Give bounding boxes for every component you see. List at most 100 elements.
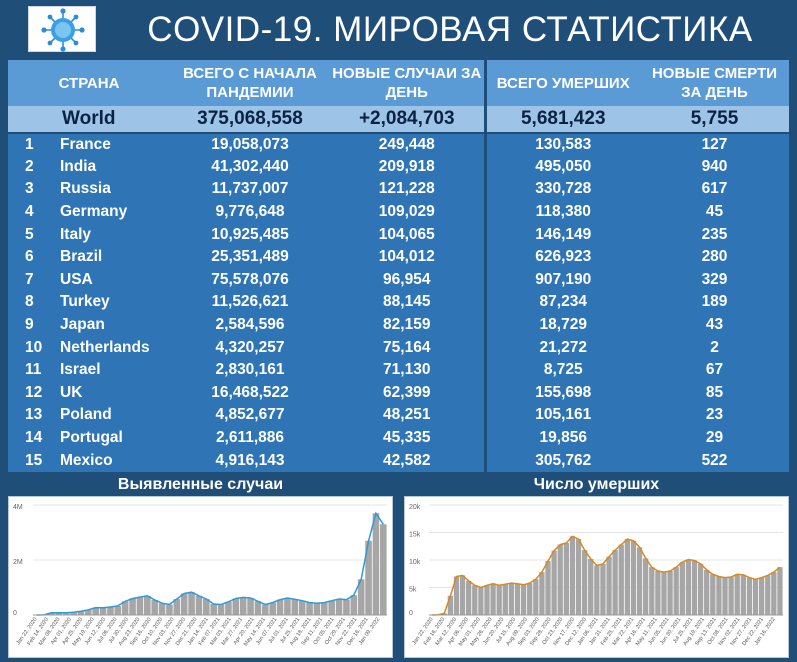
deaths-chart-bar [697,563,704,615]
cell-rank: 15 [25,451,43,469]
deaths-chart-bar [691,560,698,615]
cases-chart-bar [298,600,306,615]
deaths-chart-y-tick-label: 10k [409,559,421,566]
cell-country: Brazil [60,248,103,266]
cell-country: Russia [60,180,111,198]
cell-rank: 2 [25,157,34,175]
cell-rank-country: 8 Turkey [8,291,170,314]
table-row: 7 USA 75,578,076 96,954 907,190 329 [8,268,789,292]
cell-new-deaths: 85 [640,381,789,405]
cell-new-cases: 82,159 [330,313,485,337]
cell-new-deaths: 235 [640,223,789,246]
table-row: 6 Brazil 25,351,489 104,012 626,923 280 [8,245,789,269]
cases-chart-bar [129,598,136,615]
cell-new-cases: 104,012 [330,245,485,269]
deaths-chart-bar [484,585,490,615]
cases-chart-bar [70,612,77,615]
cases-chart-y-tick-label: 0 [13,610,17,617]
cases-chart-bar [328,600,335,615]
cell-new-cases: 48,251 [330,404,485,427]
cell-total-deaths: 8,725 [483,358,640,382]
cases-chart-bar [195,595,203,615]
cell-country: Turkey [60,293,110,311]
deaths-chart-bar [704,569,710,615]
cell-new-deaths: 29 [640,426,789,450]
world-total-deaths: 5,681,423 [483,106,640,134]
cell-country: Israel [60,361,101,379]
deaths-chart-bar [575,539,582,615]
cell-new-deaths: 189 [640,291,789,314]
deaths-chart-bar [508,583,515,615]
cell-total-deaths: 87,234 [483,291,640,314]
column-header-new-deaths: НОВЫЕ СМЕРТИ ЗА ДЕНЬ [640,60,789,106]
cases-chart-bar [173,599,181,615]
deaths-chart-bar [685,559,692,615]
cell-new-cases: 121,228 [330,178,485,201]
cell-new-deaths: 617 [640,178,789,201]
deaths-chart-bar [734,574,740,615]
cases-chart-trend-line [36,511,384,616]
column-header-total-cases: ВСЕГО С НАЧАЛА ПАНДЕМИИ [170,60,330,106]
cell-total-deaths: 907,190 [483,268,640,292]
column-header-total-deaths: ВСЕГО УМЕРШИХ [483,60,640,106]
cell-country: USA [60,270,93,288]
cell-rank-country: 9 Japan [8,313,170,337]
cell-country: India [60,157,97,175]
table-row: 12 UK 16,468,522 62,399 155,698 85 [8,381,789,405]
cell-new-cases: 62,399 [330,381,485,405]
cell-total-cases: 2,611,886 [170,426,330,450]
cell-total-cases: 19,058,073 [170,133,330,156]
cell-total-deaths: 146,149 [483,223,640,246]
cell-country: Germany [60,203,128,221]
cases-chart-bar [85,609,92,615]
cases-chart-bar [276,599,284,615]
deaths-chart-bar [453,576,460,615]
deaths-chart-bar [581,550,588,615]
table-row: 3 Russia 11,737,007 121,228 330,728 617 [8,178,789,201]
title-bar: COVID-19. МИРОВАЯ СТАТИСТИКА [0,0,797,60]
deaths-chart-bar [606,556,612,615]
deaths-chart-bar [588,558,594,615]
cases-chart-bar [306,602,313,615]
cell-new-deaths: 329 [640,268,789,292]
cases-chart-bar [121,601,129,615]
table-row: 14 Portugal 2,611,886 45,335 19,856 29 [8,426,789,450]
deaths-chart-bar [643,558,649,615]
deaths-chart-bar [545,561,551,615]
cell-new-cases: 249,448 [330,133,485,156]
deaths-chart-bar [441,613,447,615]
cases-chart-bar [158,603,166,615]
cases-chart-bar [239,597,247,615]
cell-country: France [60,135,111,153]
deaths-chart-bar [728,577,734,615]
deaths-chart-bar [496,585,502,615]
cell-rank: 5 [25,225,34,243]
table-row: 1 France 19,058,073 249,448 130,583 127 [8,133,789,156]
table-row: 4 Germany 9,776,648 109,029 118,380 45 [8,200,789,224]
cell-total-deaths: 105,161 [483,404,640,427]
cases-chart-bar [62,612,70,615]
cell-total-deaths: 495,050 [483,155,640,179]
cases-chart-bar [77,611,85,615]
cell-new-deaths: 280 [640,245,789,269]
world-total-cases: 375,068,558 [170,106,330,134]
cell-total-deaths: 19,856 [483,426,640,450]
deaths-chart-bar [490,583,496,615]
cases-chart-bar [284,597,291,615]
cell-total-deaths: 330,728 [483,178,640,201]
cases-chart-bar [92,607,99,615]
cell-total-deaths: 305,762 [483,449,640,472]
cell-new-cases: 104,065 [330,223,485,246]
cell-total-cases: 25,351,489 [170,245,330,269]
world-new-deaths: 5,755 [640,106,789,134]
cell-new-cases: 42,582 [330,449,485,472]
cases-chart-y-tick-label: 4M [13,504,23,511]
deaths-chart-bar [765,575,771,615]
deaths-chart-bar [563,542,569,615]
deaths-chart-y-tick-label: 5k [409,587,417,594]
cases-chart-bar [357,579,365,615]
deaths-chart-bar [649,567,655,615]
cell-total-cases: 11,526,621 [170,291,330,314]
